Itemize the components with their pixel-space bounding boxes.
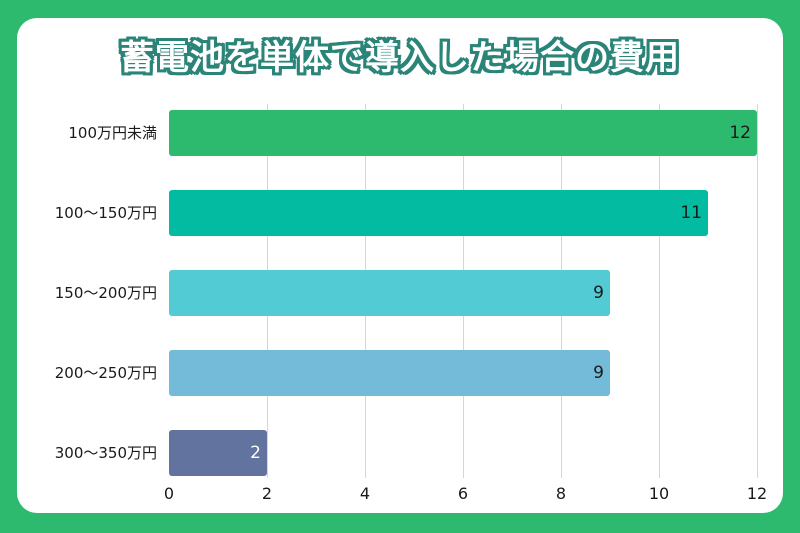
bar: 2 [169,430,267,476]
x-tick-label: 2 [261,484,273,503]
x-tick-label: 0 [163,484,175,503]
chart-card [17,18,783,513]
x-tick-label: 6 [457,484,469,503]
x-tick-label: 12 [746,484,768,503]
y-category-label: 100〜150万円 [54,204,157,222]
x-tick-label: 10 [648,484,670,503]
gridline [659,104,660,478]
bar: 12 [169,110,757,156]
y-category-label: 150〜200万円 [54,284,157,302]
bar-value-label: 2 [250,443,261,463]
bar: 11 [169,190,708,236]
bar-value-label: 12 [729,123,751,143]
x-tick-label: 8 [555,484,567,503]
chart-title: 蓄電池を単体で導入した場合の費用 [120,38,680,78]
bar: 9 [169,350,610,396]
bar-value-label: 9 [593,363,604,383]
y-category-label: 300〜350万円 [54,444,157,462]
bar-value-label: 9 [593,283,604,303]
bar: 9 [169,270,610,316]
y-category-label: 100万円未満 [68,124,157,142]
y-category-label: 200〜250万円 [54,364,157,382]
gridline [757,104,758,478]
bar-value-label: 11 [680,203,702,223]
x-tick-label: 4 [359,484,371,503]
